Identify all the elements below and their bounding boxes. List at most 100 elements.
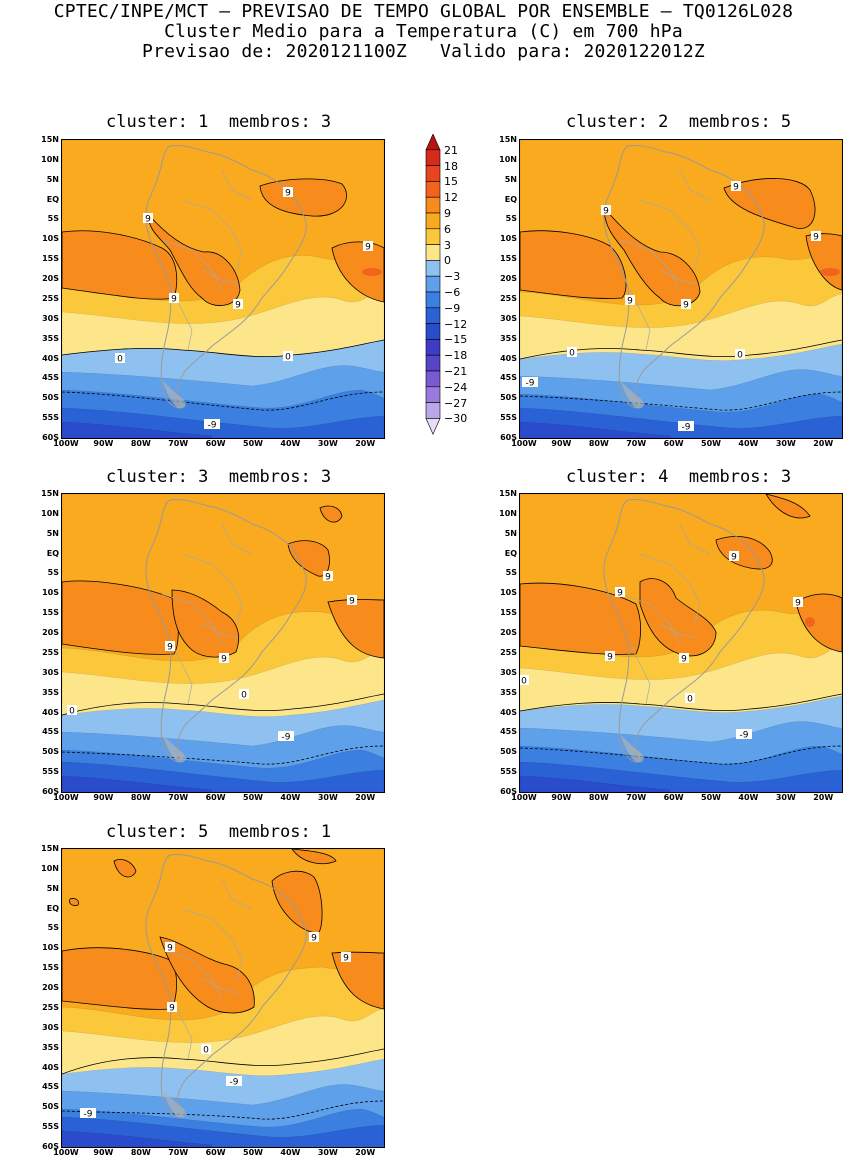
warm-region-9 xyxy=(331,951,384,1010)
contour-label-9: 9 xyxy=(167,1002,177,1014)
longitude-tick-label: 30W xyxy=(775,793,796,802)
contour-label-9: 9 xyxy=(309,932,319,944)
latitude-tick-label: 60S xyxy=(42,433,59,442)
latitude-tick-label: 30S xyxy=(500,313,517,323)
colorbar-top-arrow xyxy=(425,133,441,151)
colorbar-swatch xyxy=(425,165,441,182)
svg-text:9: 9 xyxy=(145,215,151,225)
colorbar-swatch xyxy=(425,323,441,340)
longitude-tick-label: 30W xyxy=(317,793,338,802)
longitude-tick-label: 40W xyxy=(738,793,759,802)
longitude-tick-label: 90W xyxy=(93,1148,114,1157)
contour-label-9: 9 xyxy=(363,241,373,253)
latitude-tick-label: 35S xyxy=(42,1042,59,1052)
colorbar-tick-label: 9 xyxy=(444,207,451,220)
warm-region-9 xyxy=(147,212,241,306)
longitude-tick-label: 50W xyxy=(243,793,263,802)
warm-region-9 xyxy=(287,540,330,577)
warm-region-9 xyxy=(331,241,384,303)
contour-zero xyxy=(62,339,384,357)
contour-label-9: 9 xyxy=(347,595,357,607)
latitude-tick-label: 20S xyxy=(42,628,59,638)
contour-minus-9 xyxy=(520,391,842,411)
country-border xyxy=(181,908,243,980)
warm-core-12 xyxy=(805,617,815,627)
longitude-tick-label: 70W xyxy=(168,1148,189,1157)
longitude-tick-label: 50W xyxy=(243,1148,263,1157)
country-border xyxy=(161,948,223,1000)
latitude-tick-label: 45S xyxy=(500,727,517,737)
longitude-tick-label: 60W xyxy=(663,439,684,448)
longitude-tick-label: 30W xyxy=(775,439,796,448)
latitude-tick-label: 25S xyxy=(500,293,517,303)
latitude-tick-label: 60S xyxy=(42,787,59,796)
temperature-band-m15 xyxy=(520,775,671,792)
colorbar-legend: 21 18 15 12 9 6 3 0 −3 −6 −9 −12 −15 −18 −21 −24 −27 −30 xyxy=(424,133,484,444)
longitude-tick-label: 100W xyxy=(53,439,79,448)
country-border xyxy=(161,239,223,291)
latitude-tick-label: EQ xyxy=(46,194,59,204)
colorbar-tick-label: 3 xyxy=(444,238,451,252)
svg-text:9: 9 xyxy=(235,301,241,311)
contour-label-minus-9: -9 xyxy=(278,731,294,743)
panel-3-title: cluster: 3 membros: 3 xyxy=(106,467,332,487)
svg-text:-9: -9 xyxy=(682,423,691,433)
latitude-tick-label: 10S xyxy=(42,234,59,244)
country-border xyxy=(629,643,651,705)
country-border xyxy=(161,593,223,645)
country-border xyxy=(221,878,253,910)
longitude-tick-label: 80W xyxy=(130,1148,151,1157)
latitude-tick-label: 50S xyxy=(42,393,59,403)
svg-text:9: 9 xyxy=(343,954,349,964)
latitude-tick-label: 5S xyxy=(47,923,59,933)
svg-text:9: 9 xyxy=(607,653,613,663)
svg-text:-9: -9 xyxy=(740,731,749,741)
latitude-tick-label: 40S xyxy=(42,1062,59,1072)
longitude-tick-label: 90W xyxy=(551,439,572,448)
longitude-tick-label: 20W xyxy=(355,793,376,802)
latitude-tick-label: 15S xyxy=(42,963,59,973)
patagonia-islands xyxy=(620,734,644,763)
latitude-tick-label: 10S xyxy=(500,234,517,244)
colorbar-swatch xyxy=(425,291,441,309)
warm-region-9 xyxy=(62,230,178,300)
longitude-tick-label: 80W xyxy=(588,793,609,802)
contour-label-minus-9: -9 xyxy=(678,421,694,433)
longitude-tick-label: 40W xyxy=(738,439,759,448)
contour-minus-9 xyxy=(520,745,842,765)
south-america-coastline xyxy=(603,499,765,763)
panel-5-map: 9 9 9 9 0 -9 -9 xyxy=(61,848,385,1148)
latitude-tick-label: EQ xyxy=(46,903,59,913)
patagonia-islands xyxy=(162,1089,186,1118)
contour-label-9: 9 xyxy=(731,181,741,193)
latitude-tick-label: 15S xyxy=(500,608,517,618)
svg-text:9: 9 xyxy=(167,643,173,653)
latitude-tick-label: 5N xyxy=(46,883,59,893)
longitude-tick-label: 90W xyxy=(551,793,572,802)
svg-text:0: 0 xyxy=(737,351,743,361)
contour-label-9: 9 xyxy=(283,187,293,199)
country-border xyxy=(679,523,711,555)
contour-label-0: 0 xyxy=(67,705,77,717)
country-border xyxy=(181,553,243,625)
latitude-tick-label: 10S xyxy=(42,943,59,953)
country-border xyxy=(639,199,701,271)
latitude-tick-label: 15S xyxy=(42,254,59,264)
country-border xyxy=(619,593,681,645)
south-america-coastline xyxy=(603,145,765,409)
contour-label-9: 9 xyxy=(219,653,229,665)
contour-label-9: 9 xyxy=(793,597,803,609)
latitude-tick-label: 10S xyxy=(42,588,59,598)
patagonia-islands xyxy=(162,380,186,409)
contour-zero xyxy=(62,1048,384,1075)
longitude-tick-label: 100W xyxy=(511,439,537,448)
colorbar-swatch xyxy=(425,339,441,356)
temperature-field-svg: 9 9 9 9 0 0 -9 xyxy=(62,494,384,792)
panel-4-map: 9 9 9 9 9 0 0 -9 xyxy=(519,493,843,793)
latitude-tick-label: 30S xyxy=(42,313,59,323)
contour-label-0: 0 xyxy=(520,675,529,687)
latitude-tick-label: 45S xyxy=(500,373,517,383)
country-border xyxy=(221,523,253,555)
country-border xyxy=(221,169,253,201)
svg-text:0: 0 xyxy=(203,1046,209,1056)
